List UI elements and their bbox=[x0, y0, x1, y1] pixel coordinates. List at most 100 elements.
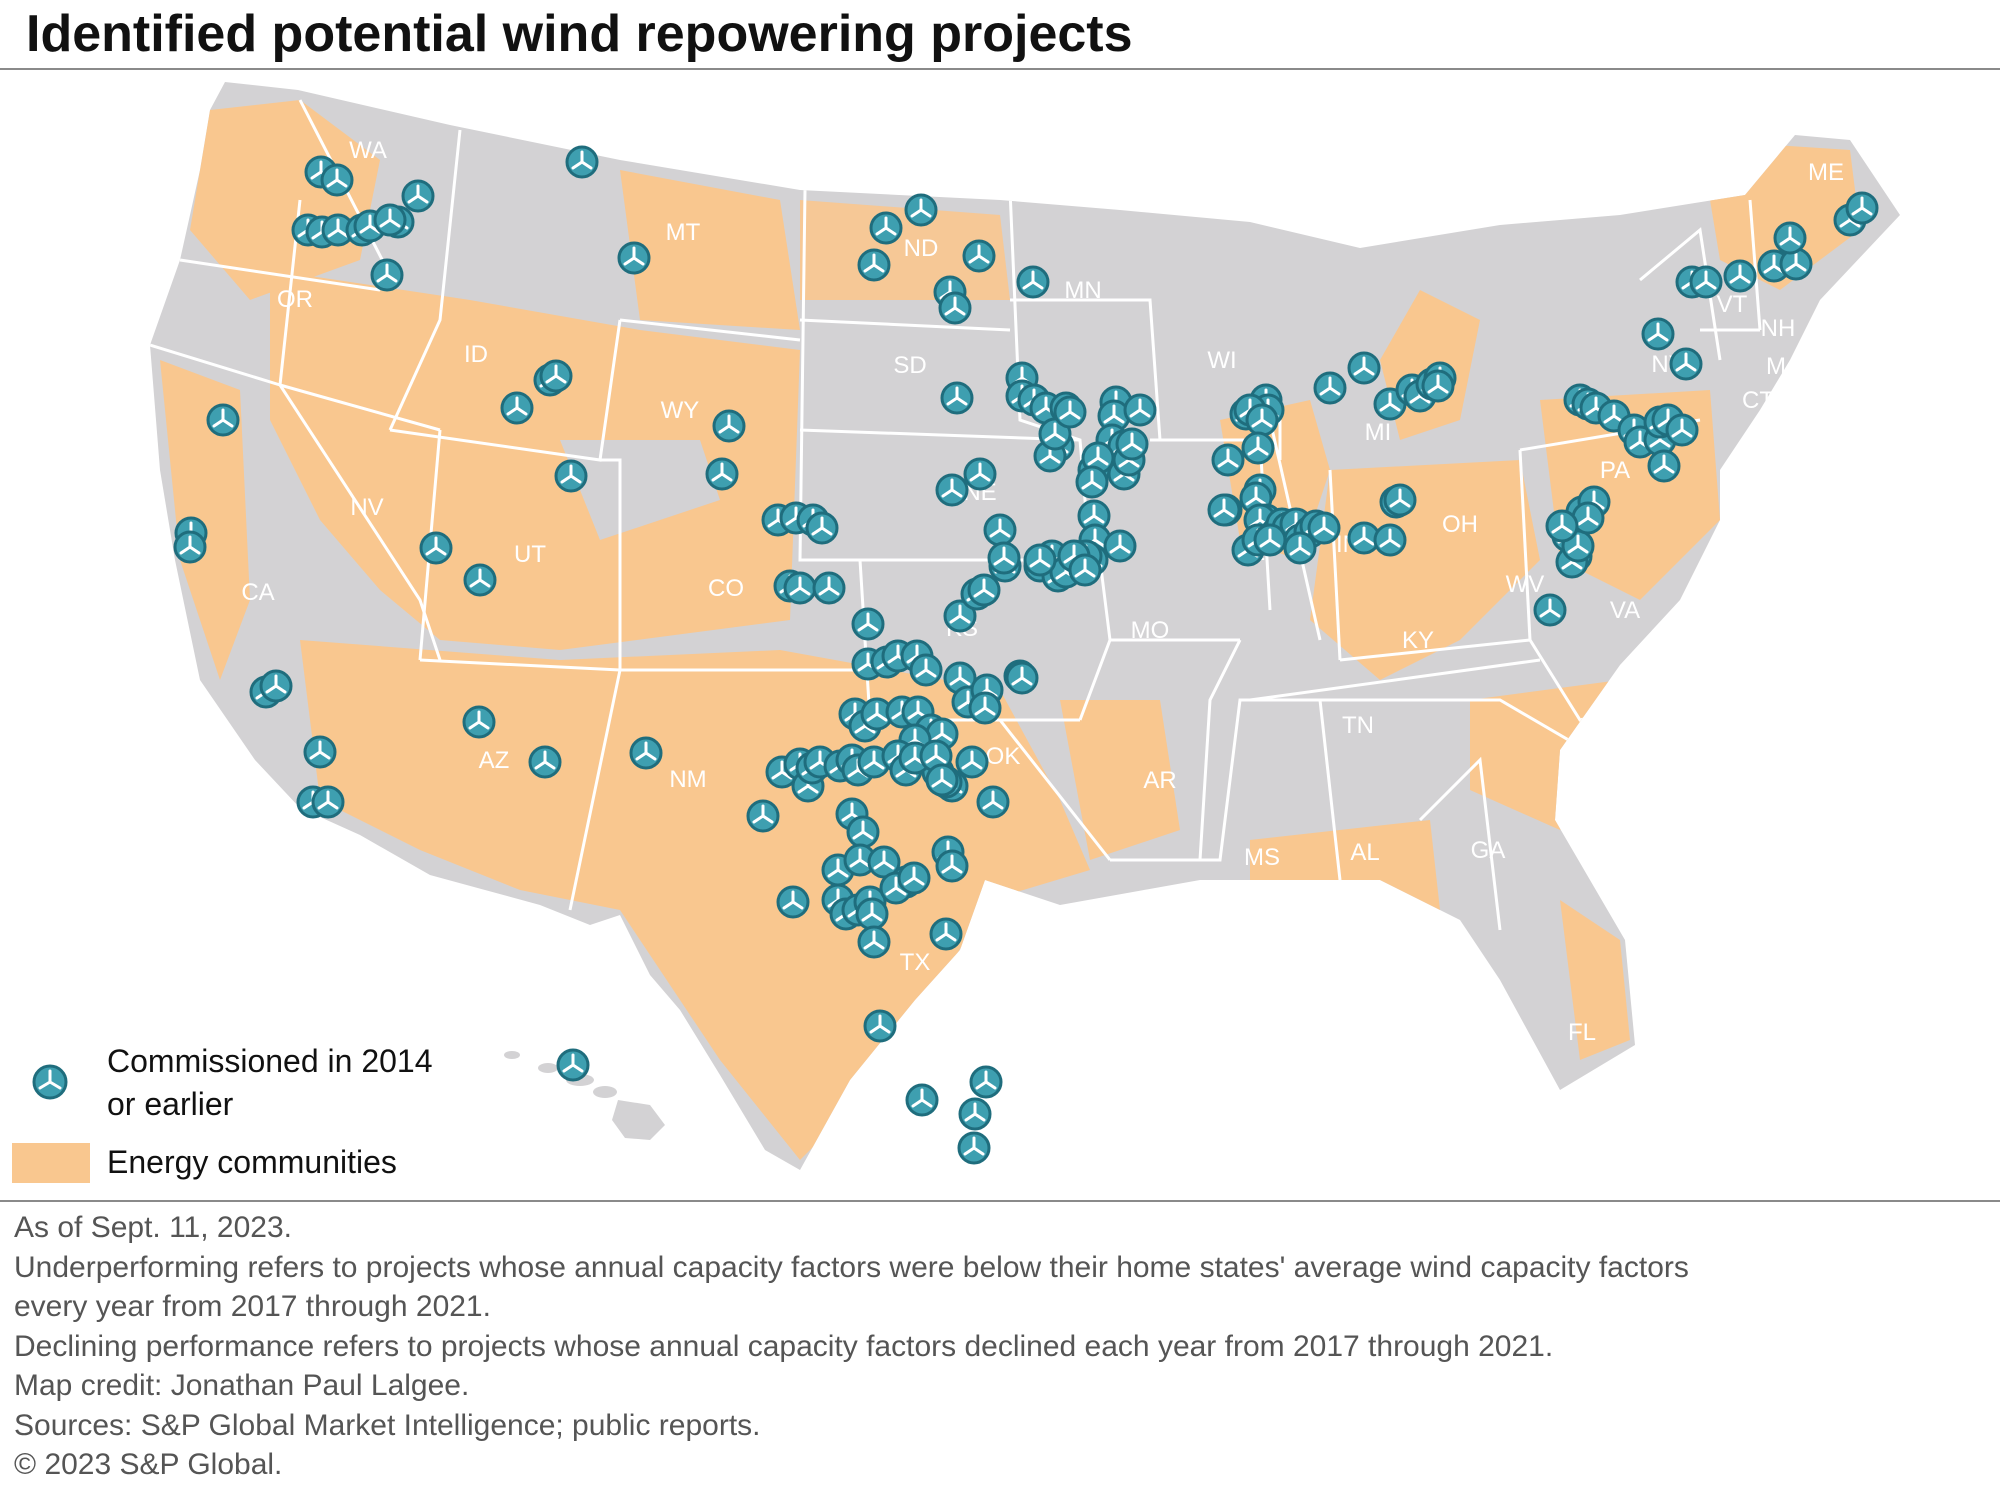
state-label-ms: MS bbox=[1244, 844, 1280, 871]
wind-turbine-icon bbox=[1307, 511, 1341, 545]
wind-turbine-icon bbox=[843, 843, 877, 877]
wind-turbine-icon bbox=[935, 473, 969, 507]
state-labels: WAORCANVIDMTWYUTCOAZNMNDSDNEKSOKTXMNIAMO… bbox=[241, 137, 1844, 1126]
state-label-az: AZ bbox=[479, 747, 510, 774]
state-label-mi: MI bbox=[1365, 419, 1392, 446]
wind-turbine-icon bbox=[846, 815, 880, 849]
map-title: Identified potential wind repowering pro… bbox=[26, 5, 1133, 63]
wind-turbine-icon bbox=[987, 541, 1021, 575]
wind-turbine-icon bbox=[1641, 317, 1675, 351]
state-label-sc: SC bbox=[1556, 769, 1589, 796]
legend-energy-label: Energy communities bbox=[107, 1144, 397, 1180]
title-divider bbox=[0, 68, 2000, 70]
wind-turbine-icon bbox=[863, 1009, 897, 1043]
state-label-or: OR bbox=[277, 286, 313, 313]
state-label-ri: RI bbox=[1813, 397, 1837, 424]
legend-energy-swatch bbox=[12, 1143, 90, 1183]
wind-turbine-icon bbox=[311, 785, 345, 819]
wind-turbine-icon bbox=[919, 739, 953, 773]
wind-turbine-icon bbox=[1016, 265, 1050, 299]
footnote-credit: Map credit: Jonathan Paul Lalgee. bbox=[14, 1369, 470, 1402]
state-label-de: DE bbox=[1735, 529, 1768, 556]
wind-turbine-icon bbox=[935, 849, 969, 883]
wind-turbine-icon bbox=[1068, 553, 1102, 587]
wind-turbine-icon bbox=[1077, 499, 1111, 533]
wind-turbine-icon bbox=[968, 691, 1002, 725]
wind-turbine-icon bbox=[976, 785, 1010, 819]
state-label-co: CO bbox=[708, 575, 744, 602]
wind-turbine-icon bbox=[955, 745, 989, 779]
wind-turbine-icon bbox=[1053, 395, 1087, 429]
state-label-nj: NJ bbox=[1747, 466, 1776, 493]
wind-turbine-icon bbox=[929, 917, 963, 951]
wind-turbine-icon bbox=[1383, 483, 1417, 517]
wind-turbine-icon bbox=[958, 1097, 992, 1131]
footnotes: As of Sept. 11, 2023. Underperforming re… bbox=[14, 1208, 1689, 1485]
wind-turbine-icon bbox=[1347, 521, 1381, 555]
state-label-oh: OH bbox=[1442, 511, 1478, 538]
state-label-ma: MA bbox=[1766, 353, 1802, 380]
wind-turbine-icon bbox=[1023, 543, 1057, 577]
state-label-la: LA bbox=[1150, 911, 1179, 938]
state-label-vt: VT bbox=[1717, 291, 1748, 318]
state-label-ut: UT bbox=[514, 541, 546, 568]
wind-turbine-icon bbox=[904, 193, 938, 227]
wind-turbine-icon bbox=[909, 653, 943, 687]
wind-turbine-icon bbox=[1241, 431, 1275, 465]
turbine-markers bbox=[173, 145, 1879, 1165]
state-label-pa: PA bbox=[1600, 457, 1630, 484]
wind-turbine-icon bbox=[897, 861, 931, 895]
wind-turbine-icon bbox=[462, 705, 496, 739]
footnote-copyright: © 2023 S&P Global. bbox=[14, 1448, 283, 1481]
wind-turbine-icon bbox=[1347, 351, 1381, 385]
wind-turbine-icon bbox=[373, 203, 407, 237]
state-label-id: ID bbox=[464, 341, 488, 368]
us-landmass bbox=[150, 82, 1900, 1170]
state-label-wa: WA bbox=[349, 137, 387, 164]
hawaii bbox=[504, 1051, 665, 1140]
wind-turbine-icon bbox=[940, 381, 974, 415]
state-label-ar: AR bbox=[1143, 767, 1176, 794]
wind-turbine-icon bbox=[857, 248, 891, 282]
wind-turbine-icon bbox=[1665, 413, 1699, 447]
footnote-date: As of Sept. 11, 2023. bbox=[14, 1211, 292, 1244]
wind-turbine-icon bbox=[1283, 531, 1317, 565]
wind-turbine-icon bbox=[1421, 369, 1455, 403]
state-label-mn: MN bbox=[1064, 277, 1101, 304]
wind-turbine-icon bbox=[565, 145, 599, 179]
state-label-ga: GA bbox=[1471, 837, 1506, 864]
wind-turbine-icon bbox=[983, 513, 1017, 547]
wind-turbine-icon bbox=[805, 511, 839, 545]
state-label-me: ME bbox=[1808, 159, 1844, 186]
wind-turbine-icon bbox=[963, 457, 997, 491]
wind-turbine-icon bbox=[1647, 449, 1681, 483]
state-label-ca: CA bbox=[241, 579, 274, 606]
wind-turbine-icon bbox=[556, 1048, 590, 1082]
wind-turbine-icon bbox=[1245, 403, 1279, 437]
wind-turbine-icon bbox=[869, 211, 903, 245]
wind-turbine-icon bbox=[539, 359, 573, 393]
wind-turbine-icon bbox=[206, 403, 240, 437]
footnote-underperforming: Underperforming refers to projects whose… bbox=[14, 1250, 1689, 1284]
wind-turbine-icon bbox=[851, 607, 885, 641]
wind-turbine-icon bbox=[855, 897, 889, 931]
wind-turbine-icon bbox=[746, 799, 780, 833]
wind-turbine-icon bbox=[860, 697, 894, 731]
state-label-wv: WV bbox=[1506, 571, 1545, 598]
wind-turbine-icon bbox=[812, 571, 846, 605]
wind-turbine-icon bbox=[1115, 427, 1149, 461]
wind-turbine-icon bbox=[705, 457, 739, 491]
state-label-mt: MT bbox=[666, 219, 701, 246]
wind-turbine-icon bbox=[528, 745, 562, 779]
legend-commissioned-label: Commissioned in 2014 or earlier bbox=[107, 1043, 433, 1122]
wind-turbine-icon bbox=[776, 885, 810, 919]
wind-turbine-icon bbox=[1123, 393, 1157, 427]
wind-turbine-icon bbox=[259, 669, 293, 703]
state-label-nc: NC bbox=[1613, 686, 1648, 713]
state-label-fl: FL bbox=[1568, 1019, 1596, 1046]
wind-turbine-icon bbox=[1005, 661, 1039, 695]
state-label-tn: TN bbox=[1342, 712, 1374, 739]
wind-turbine-icon bbox=[1545, 509, 1579, 543]
wind-turbine-icon bbox=[943, 599, 977, 633]
wind-turbine-icon bbox=[38, 1069, 62, 1090]
